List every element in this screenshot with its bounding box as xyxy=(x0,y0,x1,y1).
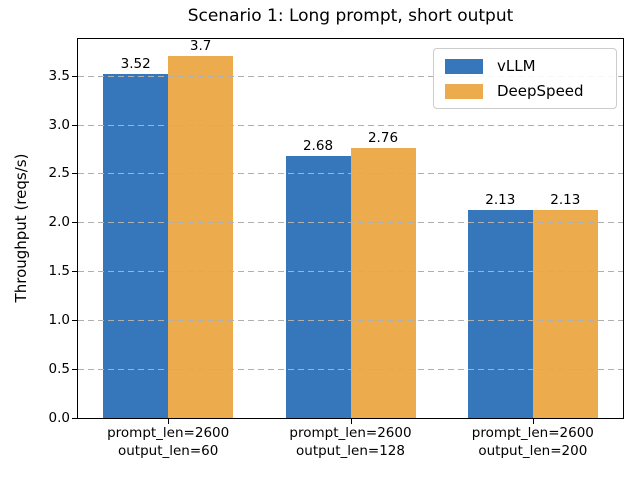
value-label-vllm-2: 2.13 xyxy=(485,191,516,208)
ytick-label-0.5: 0.5 xyxy=(48,361,70,378)
xtick-label-group-2: prompt_len=2600 output_len=200 xyxy=(472,424,594,460)
xtick-line1: prompt_len=2600 xyxy=(471,425,594,441)
ytick-mark-1.5 xyxy=(72,271,77,273)
xtick-line2: output_len=128 xyxy=(296,443,405,459)
chart-title: Scenario 1: Long prompt, short output xyxy=(187,6,514,26)
xtick-line2: output_len=200 xyxy=(478,443,588,459)
ytick-mark-0.0 xyxy=(72,418,77,419)
xtick-mark-0 xyxy=(168,419,170,424)
value-label-vllm-0: 3.52 xyxy=(120,55,151,72)
legend-swatch-deepspeed xyxy=(445,83,483,99)
ytick-mark-2.5 xyxy=(72,173,77,175)
gridline-1.5 xyxy=(78,271,623,273)
legend-swatch-vllm xyxy=(445,58,483,74)
ytick-mark-2.0 xyxy=(72,222,77,224)
bar-vllm-2 xyxy=(467,209,533,418)
bar-vllm-0 xyxy=(103,73,169,418)
xtick-line1: prompt_len=2600 xyxy=(107,425,230,441)
xtick-line1: prompt_len=2600 xyxy=(289,425,412,441)
legend-label-deepspeed: DeepSpeed xyxy=(497,82,584,100)
ytick-label-1.5: 1.5 xyxy=(48,263,70,280)
ytick-mark-1.0 xyxy=(72,320,77,322)
ytick-mark-3.0 xyxy=(72,124,77,126)
gridline-2.0 xyxy=(78,222,623,224)
value-label-vllm-1: 2.68 xyxy=(302,137,334,154)
bar-deepspeed-1 xyxy=(350,148,416,418)
legend-entry-vllm: vLLM xyxy=(445,57,605,75)
value-label-deepspeed-0: 3.7 xyxy=(189,38,212,55)
ytick-label-3.0: 3.0 xyxy=(48,116,70,133)
xtick-label-group-1: prompt_len=2600 output_len=128 xyxy=(289,424,411,460)
bar-deepspeed-0 xyxy=(168,56,234,418)
legend: vLLM DeepSpeed xyxy=(433,48,617,109)
ytick-label-3.5: 3.5 xyxy=(48,67,70,84)
xtick-label-group-0: prompt_len=2600 output_len=60 xyxy=(107,424,229,460)
ytick-label-2.5: 2.5 xyxy=(48,165,70,182)
ytick-label-1.0: 1.0 xyxy=(48,312,70,329)
value-label-deepspeed-1: 2.76 xyxy=(367,130,399,147)
xtick-line2: output_len=60 xyxy=(117,443,219,459)
legend-label-vllm: vLLM xyxy=(497,57,536,75)
ytick-label-2.0: 2.0 xyxy=(48,214,70,231)
value-label-deepspeed-2: 2.13 xyxy=(550,191,581,208)
bar-deepspeed-2 xyxy=(532,209,598,418)
xtick-mark-2 xyxy=(532,419,534,424)
gridline-3.5 xyxy=(78,75,623,77)
gridline-1.0 xyxy=(78,320,623,322)
gridline-0.5 xyxy=(78,369,623,371)
bar-vllm-1 xyxy=(285,155,351,418)
xtick-mark-1 xyxy=(350,419,352,424)
legend-entry-deepspeed: DeepSpeed xyxy=(445,82,605,100)
gridline-3.0 xyxy=(78,124,623,126)
gridline-2.5 xyxy=(78,173,623,175)
ytick-label-0.0: 0.0 xyxy=(48,410,70,426)
ytick-mark-0.5 xyxy=(72,369,77,371)
ytick-mark-3.5 xyxy=(72,75,77,77)
